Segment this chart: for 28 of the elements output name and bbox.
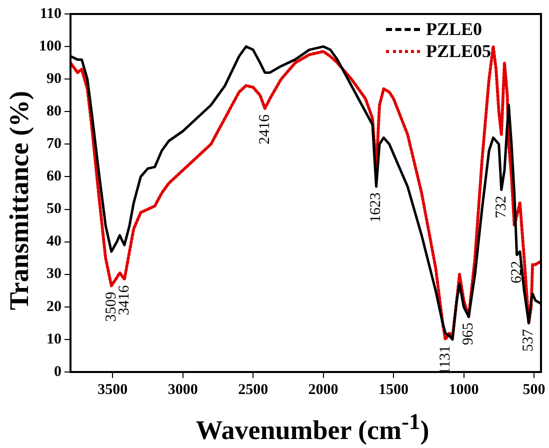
y-tick-label: 50 [46,201,62,218]
y-tick-label: 100 [39,38,62,54]
x-tick-label: 3000 [168,382,198,398]
legend-label: PZLE05 [426,40,491,62]
y-tick-label: 60 [46,168,62,185]
x-tick-label: 1000 [448,382,479,398]
annotation: 965 [460,322,477,346]
y-tick-label: 40 [46,234,62,250]
x-tick-label: 500 [522,382,546,398]
y-tick-label: 80 [46,104,62,120]
y-tick-label: 20 [46,298,62,315]
y-axis-title: Transmittance (%) [4,90,36,310]
annotation: 1623 [368,192,384,222]
y-tick-label: 110 [40,6,62,22]
y-tick-label: 90 [46,70,62,87]
x-tick-label: 2500 [238,382,268,398]
x-axis-title: Wavenumber (cm$^{-1}$) [194,409,430,446]
x-tick-label: 3500 [98,382,128,398]
y-tick-label: 30 [46,266,62,282]
annotation: 2416 [256,114,273,144]
x-tick-label: 1500 [378,382,409,398]
x-tick-label: 2000 [308,382,338,398]
legend-label: PZLE0 [426,18,482,40]
y-tick-label: 0 [54,364,62,380]
annotation: 732 [493,196,510,218]
y-tick-label: 10 [46,331,62,348]
y-tick-label: 70 [46,136,62,152]
annotation: 537 [520,328,537,352]
